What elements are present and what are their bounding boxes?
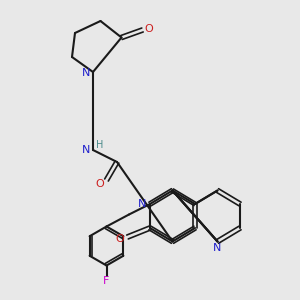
Text: O: O: [145, 23, 154, 34]
Text: F: F: [103, 276, 110, 286]
Text: N: N: [213, 243, 222, 253]
Text: O: O: [116, 233, 124, 244]
Text: O: O: [95, 178, 104, 189]
Text: H: H: [96, 140, 103, 150]
Text: N: N: [82, 68, 91, 79]
Text: N: N: [138, 199, 147, 209]
Text: N: N: [82, 145, 91, 155]
